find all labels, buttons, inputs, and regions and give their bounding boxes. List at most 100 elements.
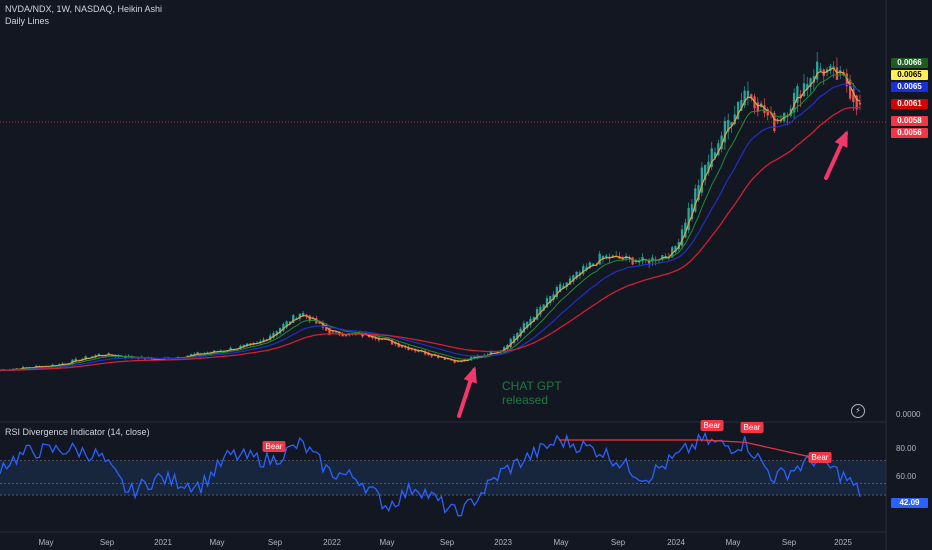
candle-body xyxy=(601,256,605,260)
ma-line-green xyxy=(0,74,861,371)
candle-body xyxy=(578,272,582,276)
candle-body xyxy=(572,275,575,282)
candle-body xyxy=(710,148,713,168)
candle-body xyxy=(575,271,578,279)
candle-body xyxy=(549,296,552,303)
candle-body xyxy=(727,120,730,132)
candle-body xyxy=(697,185,700,200)
candle-body xyxy=(516,333,519,340)
candle-body xyxy=(384,339,387,341)
candle-body xyxy=(568,278,572,285)
candle-body xyxy=(792,92,796,113)
candle-body xyxy=(858,102,862,105)
candle-body xyxy=(750,94,753,99)
x-tick: Sep xyxy=(781,538,797,547)
candle-body xyxy=(562,285,565,289)
rsi-title: RSI Divergence Indicator (14, close) xyxy=(5,427,150,437)
candle-body xyxy=(713,152,717,158)
candle-body xyxy=(796,86,799,103)
candle-body xyxy=(526,321,529,328)
candle-body xyxy=(852,89,855,103)
candle-body xyxy=(819,68,822,71)
candle-body xyxy=(694,188,697,212)
candle-body xyxy=(331,331,334,333)
price-tag-green: 0.0066 xyxy=(891,58,928,68)
x-tick: Sep xyxy=(610,538,626,547)
candle-body xyxy=(522,323,526,333)
candle-body xyxy=(779,120,783,122)
candle-body xyxy=(690,204,694,219)
candle-body xyxy=(700,167,703,193)
arrow-head xyxy=(463,366,477,384)
ma-line-fast xyxy=(0,67,861,371)
candle-body xyxy=(529,318,532,325)
candle-body xyxy=(605,255,608,258)
candle-body xyxy=(855,95,858,110)
candle-body xyxy=(400,345,404,348)
candle-body xyxy=(539,306,542,315)
price-zero-tick: 0.0000 xyxy=(896,410,921,419)
candle-body xyxy=(585,266,588,270)
x-tick: May xyxy=(553,538,569,547)
candle-body xyxy=(723,120,727,143)
candle-body xyxy=(341,333,344,337)
symbol-title: NVDA/NDX, 1W, NASDAQ, Heikin Ashi xyxy=(5,4,163,14)
bear-label: Bear xyxy=(700,420,724,431)
candle-body xyxy=(743,90,746,106)
candle-body xyxy=(278,327,282,334)
price-tag-blue: 0.0065 xyxy=(891,82,928,92)
candle-body xyxy=(552,294,555,300)
candle-body xyxy=(328,327,331,335)
candle-body xyxy=(582,266,585,274)
candle-body xyxy=(420,350,423,352)
candle-body xyxy=(638,261,641,263)
candle-body xyxy=(763,105,766,113)
candle-body xyxy=(802,83,806,97)
candle-body xyxy=(684,222,687,238)
rsi-line xyxy=(0,431,861,517)
x-tick: Sep xyxy=(439,538,455,547)
candle-body xyxy=(809,78,812,87)
candle-body xyxy=(835,67,839,80)
candle-body xyxy=(535,308,539,320)
price-tag-last: 0.0058 xyxy=(891,116,928,126)
candle-body xyxy=(598,253,601,265)
annotation-line-1: CHAT GPT xyxy=(502,379,562,393)
candle-body xyxy=(288,321,292,325)
candle-body xyxy=(816,61,819,80)
candle-body xyxy=(565,282,568,287)
x-tick: May xyxy=(38,538,54,547)
candle-body xyxy=(717,143,720,156)
candle-body xyxy=(282,323,285,331)
candle-body xyxy=(707,161,710,173)
price-tag-red: 0.0061 xyxy=(891,99,928,109)
candle-body xyxy=(746,90,750,99)
candle-body xyxy=(512,336,516,344)
rsi-tick-60: 60.00 xyxy=(896,472,917,481)
candle-body xyxy=(703,165,707,181)
candle-body xyxy=(519,328,522,337)
candle-body xyxy=(756,102,760,112)
candle-body xyxy=(674,246,677,253)
arrow-head xyxy=(834,130,848,148)
candle-body xyxy=(812,76,816,83)
ma-line-blue xyxy=(0,83,861,371)
bear-label: Bear xyxy=(740,422,764,433)
x-tick: 2023 xyxy=(494,538,512,547)
candle-body xyxy=(677,242,680,250)
candle-body xyxy=(680,229,684,246)
x-tick: May xyxy=(209,538,225,547)
price-tag-low: 0.0056 xyxy=(891,128,928,138)
price-tag-yellow: 0.0065 xyxy=(891,70,928,80)
candle-body xyxy=(687,207,690,231)
lightning-icon[interactable]: ⚡ xyxy=(851,404,865,418)
candle-body xyxy=(559,284,562,292)
x-tick: 2021 xyxy=(154,538,172,547)
candle-body xyxy=(588,262,591,269)
candle-body xyxy=(848,79,852,99)
candle-body xyxy=(292,315,295,323)
x-tick: Sep xyxy=(267,538,283,547)
x-tick: 2022 xyxy=(323,538,341,547)
rsi-current-tag: 42.09 xyxy=(891,498,928,508)
